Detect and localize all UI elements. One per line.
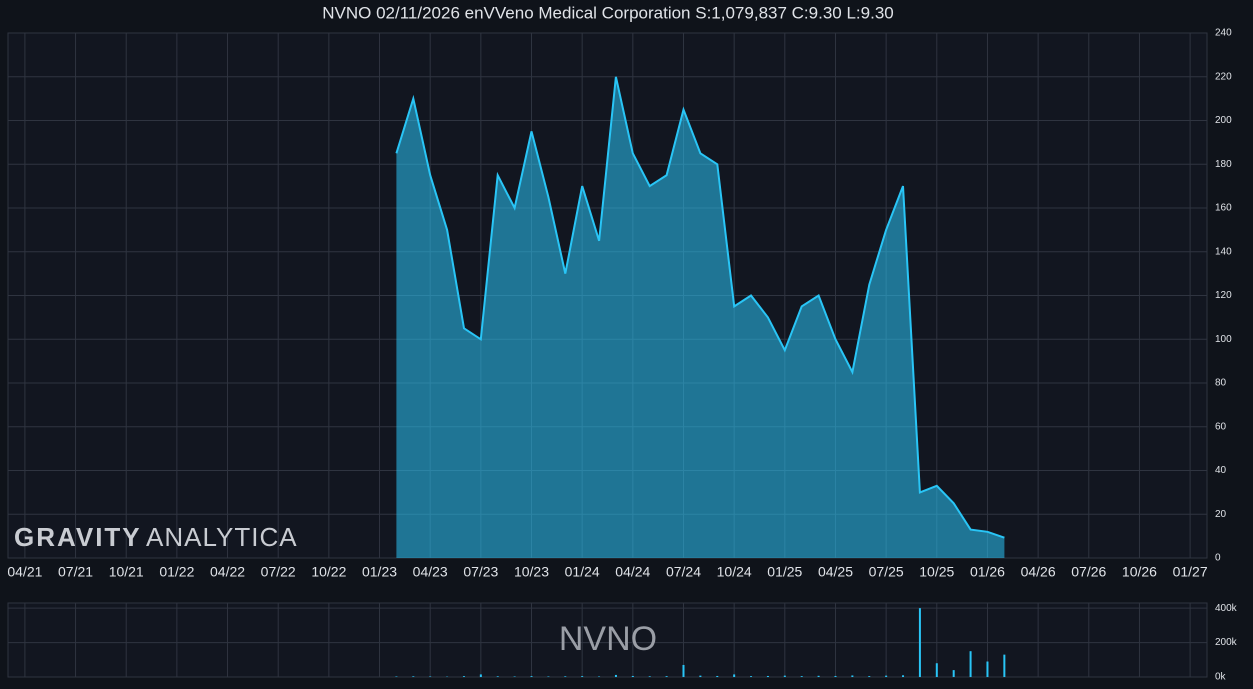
volume-bar xyxy=(699,675,702,677)
volume-bar xyxy=(665,676,668,677)
volume-watermark: NVNO xyxy=(559,620,657,658)
x-tick-label: 10/21 xyxy=(109,564,144,580)
x-tick-label: 07/25 xyxy=(869,564,904,580)
volume-bar xyxy=(783,675,786,677)
x-tick-label: 04/25 xyxy=(818,564,853,580)
volume-bar xyxy=(851,675,854,677)
x-tick-label: 07/24 xyxy=(666,564,701,580)
volume-bar xyxy=(834,675,837,677)
x-tick-label: 01/23 xyxy=(362,564,397,580)
volume-bar xyxy=(429,676,432,677)
volume-bar xyxy=(766,675,769,677)
data xyxy=(395,76,1006,677)
volume-bar xyxy=(1003,654,1006,677)
y-tick-label: 0 xyxy=(1215,553,1221,564)
y-tick-label: 240 xyxy=(1215,28,1232,39)
x-tick-label: 04/26 xyxy=(1021,564,1056,580)
x-tick-label: 04/22 xyxy=(210,564,245,580)
x-tick-label: 10/22 xyxy=(311,564,346,580)
y-tick-label: 40 xyxy=(1215,465,1227,476)
chart-title: NVNO 02/11/2026 enVVeno Medical Corporat… xyxy=(322,3,893,22)
volume-bar xyxy=(412,676,415,677)
x-tick-label: 07/21 xyxy=(58,564,93,580)
volume-bar xyxy=(800,676,803,677)
volume-bar xyxy=(530,676,533,677)
x-tick-label: 01/22 xyxy=(159,564,194,580)
volume-bar xyxy=(564,676,567,677)
volume-bar xyxy=(496,676,499,677)
y-tick-label: 60 xyxy=(1215,421,1227,432)
y-tick-label: 200 xyxy=(1215,115,1232,126)
y-tick-label: 20 xyxy=(1215,509,1227,520)
volume-bar xyxy=(547,676,550,677)
brand-bold: GRAVITY xyxy=(14,522,142,552)
y-tick-label: 80 xyxy=(1215,378,1227,389)
x-tick-label: 01/25 xyxy=(767,564,802,580)
y-tick-label: 220 xyxy=(1215,71,1232,82)
price-line xyxy=(395,76,1005,539)
volume-bar xyxy=(581,676,584,677)
y-tick-label: 200k xyxy=(1215,637,1238,648)
x-tick-label: 10/23 xyxy=(514,564,549,580)
volume-bar xyxy=(868,676,871,677)
y-tick-label: 140 xyxy=(1215,246,1232,257)
x-tick-label: 07/22 xyxy=(261,564,296,580)
volume-bar xyxy=(716,675,719,677)
volume-bar xyxy=(462,676,465,677)
x-tick-label: 10/25 xyxy=(919,564,954,580)
volume-bar xyxy=(598,676,601,677)
brand-light: ANALYTICA xyxy=(146,522,298,552)
x-tick-label: 04/23 xyxy=(413,564,448,580)
x-tick-label: 01/27 xyxy=(1173,564,1208,580)
y-tick-label: 0k xyxy=(1215,672,1227,683)
volume-bar xyxy=(513,676,516,677)
volume-bar xyxy=(750,676,753,677)
volume-bar xyxy=(395,676,398,677)
x-tick-label: 07/26 xyxy=(1071,564,1106,580)
volume-bar xyxy=(631,675,634,677)
y-tick-label: 400k xyxy=(1215,603,1238,614)
volume-bar xyxy=(902,675,905,677)
x-tick-label: 04/21 xyxy=(7,564,42,580)
volume-bar xyxy=(614,674,617,677)
y-tick-label: 160 xyxy=(1215,203,1232,214)
volume-bar xyxy=(648,676,651,677)
volume-bar xyxy=(935,663,938,677)
x-tick-label: 07/23 xyxy=(463,564,498,580)
volume-bar xyxy=(952,670,955,677)
volume-bar xyxy=(733,674,736,677)
volume-bar xyxy=(817,675,820,677)
y-tick-label: 180 xyxy=(1215,159,1232,170)
volume-bar xyxy=(986,661,989,677)
volume-bar xyxy=(969,651,972,677)
volume-plot-area xyxy=(7,602,1208,678)
y-tick-label: 100 xyxy=(1215,334,1232,345)
volume-bar xyxy=(479,674,482,677)
x-tick-label: 10/26 xyxy=(1122,564,1157,580)
volume-bar xyxy=(885,675,888,677)
x-tick-label: 01/24 xyxy=(565,564,600,580)
x-tick-label: 01/26 xyxy=(970,564,1005,580)
volume-bar xyxy=(682,664,685,677)
x-tick-label: 04/24 xyxy=(615,564,650,580)
x-tick-label: 10/24 xyxy=(717,564,752,580)
volume-bar xyxy=(918,608,921,677)
y-tick-label: 120 xyxy=(1215,290,1232,301)
